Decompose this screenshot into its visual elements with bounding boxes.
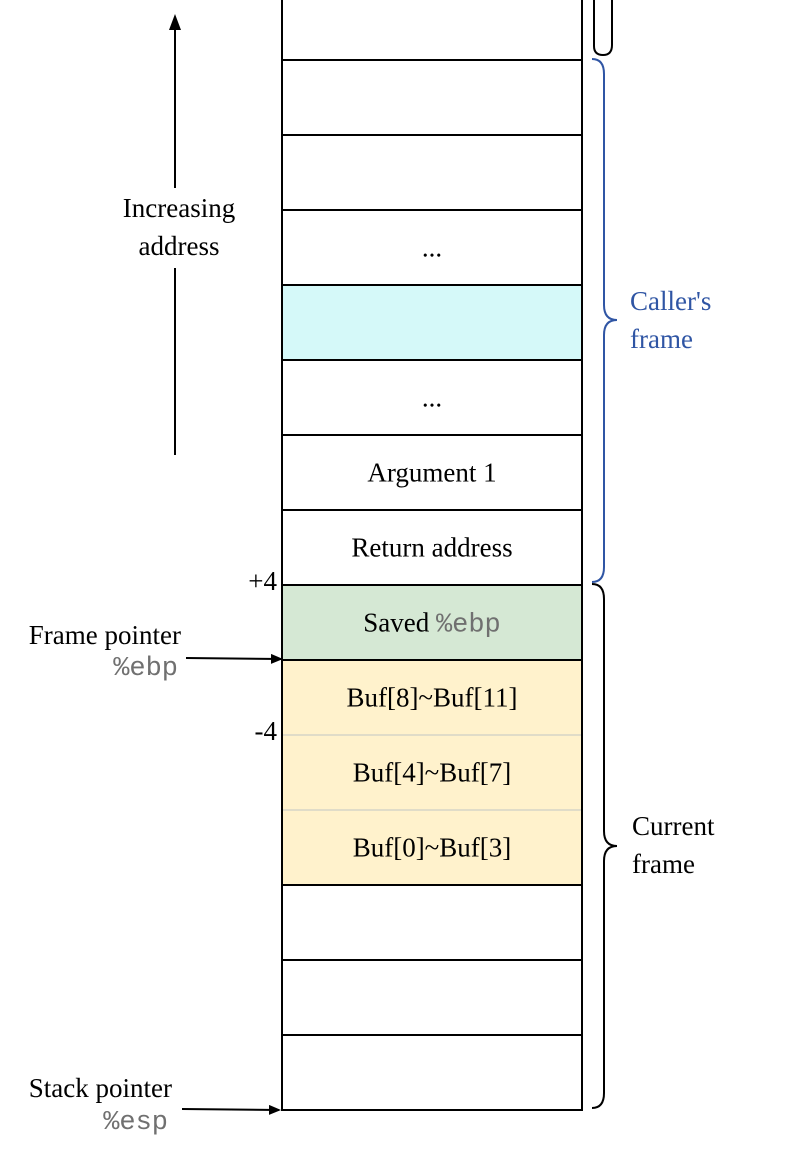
stack-cell-11: [281, 809, 583, 886]
frame-pointer-label: Frame pointer: [29, 620, 181, 650]
stack-cell-14: [281, 1034, 583, 1111]
stack-cell-text-11: Buf[0]~Buf[3]: [353, 833, 512, 863]
address-label-line2: address: [139, 231, 220, 261]
previous-frame-brace: [593, 0, 613, 57]
frame-pointer-arrow: [185, 653, 283, 664]
callers-frame-brace: [591, 58, 618, 583]
stack-cell-label-3: ...: [422, 233, 442, 263]
increasing-address-indicator: Increasing address: [123, 14, 235, 455]
stack-pointer-label: Stack pointer: [29, 1073, 172, 1103]
stack-cell-7: [281, 509, 583, 586]
offset-minus-4: -4: [255, 716, 278, 746]
offset-plus-4: +4: [248, 566, 277, 596]
frame-pointer-annotation: Frame pointer %ebp: [29, 620, 283, 684]
stack-cell-label-7: Return address: [351, 533, 512, 563]
stack-cell-9: [281, 659, 583, 736]
callers-frame-label-line2: frame: [630, 324, 693, 354]
address-label-line1: Increasing: [123, 193, 235, 223]
stack-cell-text-5: ...: [422, 383, 442, 413]
stack-column: ...... Argument 1 Return address Saved %ebp…: [281, 0, 583, 1111]
stack-cell-13: [281, 959, 583, 1036]
stack-cell-label-10: Buf[4]~Buf[7]: [353, 758, 512, 788]
current-frame-label-line1: Current: [632, 811, 715, 841]
frame-pointer-register: %ebp: [113, 654, 178, 684]
stack-cell-label-8: Saved %ebp: [363, 608, 501, 641]
stack-cell-text-10: Buf[4]~Buf[7]: [353, 758, 512, 788]
stack-cell-label-5: ...: [422, 383, 442, 413]
stack-cell-6: [281, 434, 583, 511]
stack-cell-text-6: Argument 1: [367, 458, 496, 488]
current-frame-brace: [591, 583, 618, 1109]
stack-cell-label-6: Argument 1: [367, 458, 496, 488]
stack-cell-5: [281, 359, 583, 436]
stack-cell-0: [281, 0, 583, 61]
stack-cell-register-8: %ebp: [436, 611, 501, 641]
current-frame-label-line2: frame: [632, 849, 695, 879]
stack-cell-3: [281, 209, 583, 286]
stack-cell-1: [281, 59, 583, 136]
stack-cell-4: [281, 284, 583, 361]
stack-cell-text-3: ...: [422, 233, 442, 263]
address-arrow-head: [169, 14, 181, 30]
stack-cell-label-9: Buf[8]~Buf[11]: [346, 683, 517, 713]
stack-cell-text-8: Saved: [363, 608, 436, 638]
stack-pointer-arrow: [181, 1104, 281, 1115]
stack-pointer-annotation: Stack pointer %esp: [29, 1073, 281, 1138]
stack-cell-2: [281, 134, 583, 211]
stack-cell-text-9: Buf[8]~Buf[11]: [346, 683, 517, 713]
stack-cell-12: [281, 884, 583, 961]
stack-pointer-register: %esp: [103, 1108, 168, 1138]
stack-cell-text-7: Return address: [351, 533, 512, 563]
stack-cell-label-11: Buf[0]~Buf[3]: [353, 833, 512, 863]
callers-frame-label-line1: Caller's: [630, 286, 711, 316]
